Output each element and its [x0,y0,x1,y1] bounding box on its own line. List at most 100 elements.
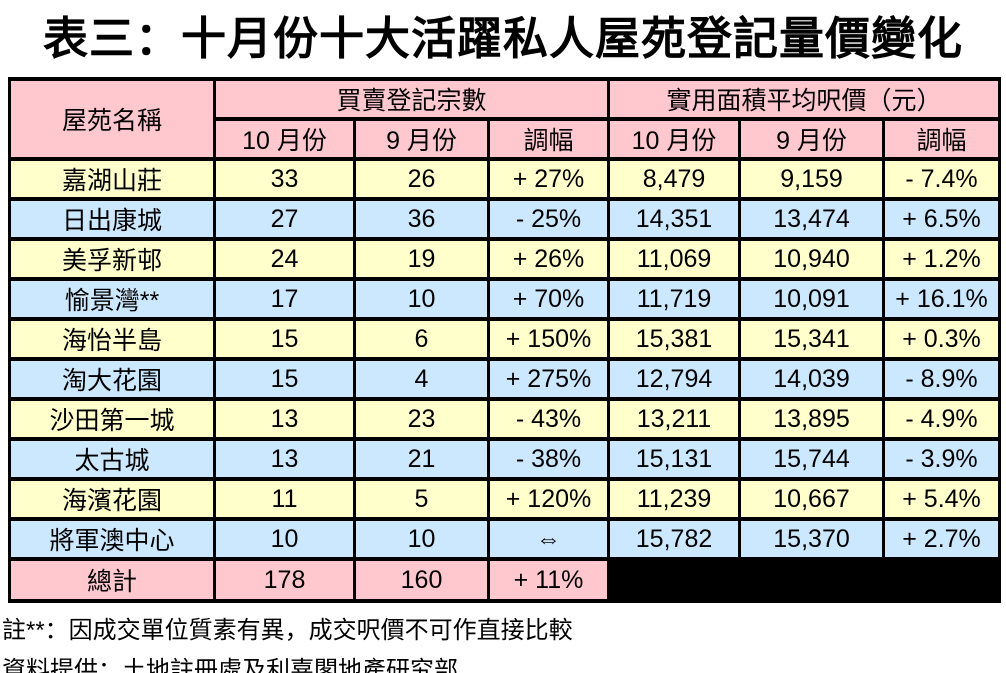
price-change: - 4.9% [882,397,1002,441]
table-row: 將軍澳中心 10 10 ⇔ 15,782 15,370 + 2.7% [8,517,1002,561]
reg-september: 21 [353,437,490,481]
reg-september: 19 [353,237,490,281]
reg-september: 23 [353,397,490,441]
estate-name: 美孚新邨 [8,237,216,281]
estate-name: 嘉湖山莊 [8,157,216,201]
reg-october: 27 [213,197,356,241]
reg-september: 6 [353,317,490,361]
table-body: 嘉湖山莊 33 26 + 27% 8,479 9,159 - 7.4% 日出康城… [8,157,1002,561]
price-september: 15,341 [738,317,886,361]
reg-change: + 26% [486,237,611,281]
price-october: 11,239 [607,477,742,521]
header-group-price: 實用面積平均呎價（元） [607,77,1002,121]
price-september: 13,895 [738,397,886,441]
redacted-black-cell [607,557,1002,603]
table-row: 美孚新邨 24 19 + 26% 11,069 10,940 + 1.2% [8,237,1002,281]
price-change: + 0.3% [882,317,1002,361]
price-september: 9,159 [738,157,886,201]
table-row: 海怡半島 15 6 + 150% 15,381 15,341 + 0.3% [8,317,1002,361]
header-price-september: 9 月份 [738,117,886,161]
estate-name: 海怡半島 [8,317,216,361]
table-footer: 總計 178 160 + 11% [8,557,1002,603]
footnote-source: 資料提供：土地註冊處及利嘉閣地產研究部 [2,657,458,673]
reg-september: 5 [353,477,490,521]
price-september: 10,667 [738,477,886,521]
price-october: 15,782 [607,517,742,561]
reg-october: 13 [213,397,356,441]
price-change: - 8.9% [882,357,1002,401]
reg-change: - 43% [486,397,611,441]
price-september: 13,474 [738,197,886,241]
total-label: 總計 [8,557,216,603]
estate-name: 日出康城 [8,197,216,241]
price-october: 12,794 [607,357,742,401]
reg-october: 15 [213,357,356,401]
price-september: 10,091 [738,277,886,321]
reg-change: + 70% [486,277,611,321]
table-row: 海濱花園 11 5 + 120% 11,239 10,667 + 5.4% [8,477,1002,521]
header-reg-change: 調幅 [486,117,611,161]
footnote-comparison: 註**：因成交單位質素有異，成交呎價不可作直接比較 [2,617,573,644]
price-change: + 5.4% [882,477,1002,521]
price-change: + 1.2% [882,237,1002,281]
price-october: 11,069 [607,237,742,281]
reg-october: 24 [213,237,356,281]
reg-october: 33 [213,157,356,201]
price-october: 11,719 [607,277,742,321]
reg-change: ⇔ [486,517,611,561]
reg-october: 10 [213,517,356,561]
price-september: 10,940 [738,237,886,281]
header-group-registrations: 買賣登記宗數 [212,77,611,121]
estate-name: 將軍澳中心 [8,517,216,561]
estate-name: 海濱花園 [8,477,216,521]
price-change: - 3.9% [882,437,1002,481]
reg-change: - 25% [486,197,611,241]
table-row: 嘉湖山莊 33 26 + 27% 8,479 9,159 - 7.4% [8,157,1002,201]
estate-name: 沙田第一城 [8,397,216,441]
table-row: 愉景灣** 17 10 + 70% 11,719 10,091 + 16.1% [8,277,1002,321]
total-reg-october: 178 [213,557,356,603]
total-reg-change: + 11% [486,557,611,603]
price-october: 8,479 [607,157,742,201]
estate-name: 愉景灣** [8,277,216,321]
price-october: 15,381 [607,317,742,361]
header-price-october: 10 月份 [607,117,742,161]
reg-september: 10 [353,517,490,561]
reg-change: + 27% [486,157,611,201]
estate-name: 太古城 [8,437,216,481]
reg-september: 4 [353,357,490,401]
table-header: 屋苑名稱 買賣登記宗數 實用面積平均呎價（元） 10 月份 9 月份 調幅 10… [8,77,1002,161]
table-row: 淘大花園 15 4 + 275% 12,794 14,039 - 8.9% [8,357,1002,401]
header-estate-name: 屋苑名稱 [8,77,216,161]
header-reg-september: 9 月份 [353,117,490,161]
price-october: 15,131 [607,437,742,481]
price-september: 14,039 [738,357,886,401]
page-title: 表三：十月份十大活躍私人屋苑登記量價變化 [42,13,963,64]
reg-october: 11 [213,477,356,521]
price-september: 15,744 [738,437,886,481]
price-october: 14,351 [607,197,742,241]
price-change: + 16.1% [882,277,1002,321]
total-reg-september: 160 [353,557,490,603]
reg-change: + 275% [486,357,611,401]
reg-september: 36 [353,197,490,241]
reg-september: 26 [353,157,490,201]
table-row: 日出康城 27 36 - 25% 14,351 13,474 + 6.5% [8,197,1002,241]
reg-change: + 120% [486,477,611,521]
header-row-sub: 10 月份 9 月份 調幅 10 月份 9 月份 調幅 [10,117,1002,161]
price-change: + 2.7% [882,517,1002,561]
reg-october: 17 [213,277,356,321]
header-price-change: 調幅 [882,117,1002,161]
reg-september: 10 [353,277,490,321]
estates-table: 屋苑名稱 買賣登記宗數 實用面積平均呎價（元） 10 月份 9 月份 調幅 10… [8,77,1002,603]
price-change: - 7.4% [882,157,1002,201]
reg-change: - 38% [486,437,611,481]
price-september: 15,370 [738,517,886,561]
table-row: 太古城 13 21 - 38% 15,131 15,744 - 3.9% [8,437,1002,481]
table-row: 沙田第一城 13 23 - 43% 13,211 13,895 - 4.9% [8,397,1002,441]
reg-october: 15 [213,317,356,361]
total-row: 總計 178 160 + 11% [8,557,1002,603]
price-october: 13,211 [607,397,742,441]
reg-change: + 150% [486,317,611,361]
